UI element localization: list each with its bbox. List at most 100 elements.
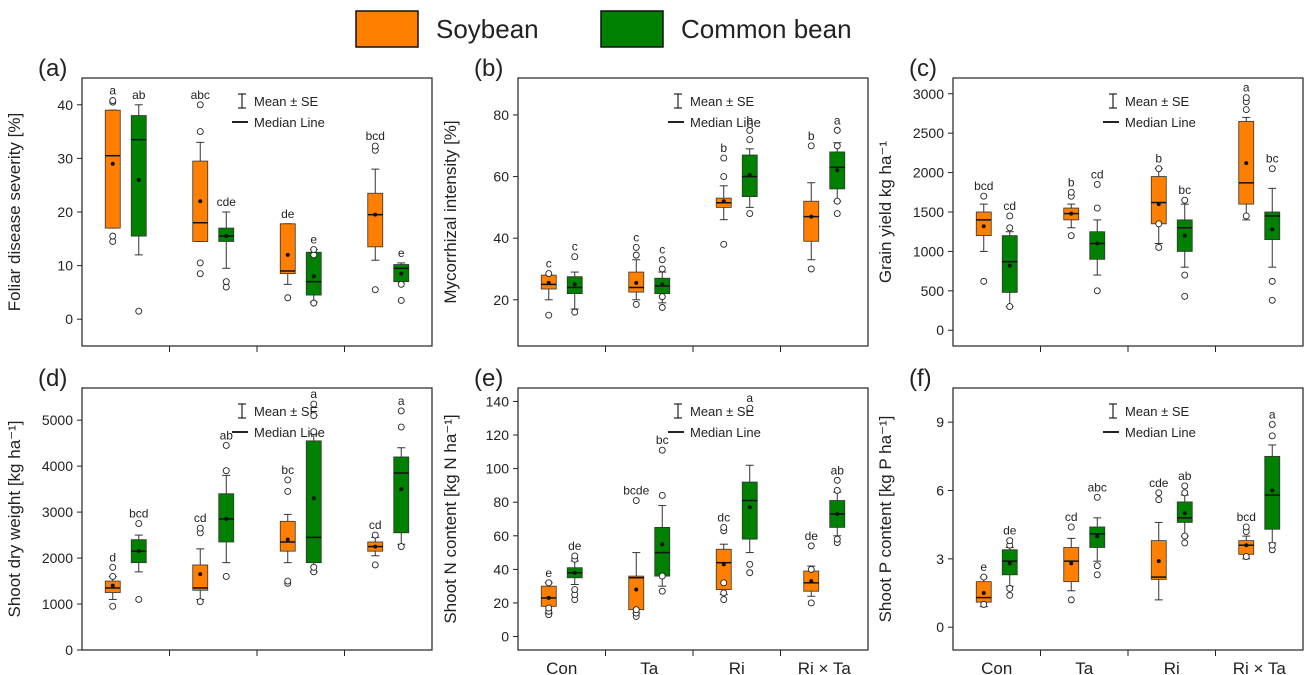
box (305, 251, 322, 296)
box-plot: bcd (129, 507, 148, 603)
significance-letter: cd (1065, 510, 1078, 524)
box (130, 115, 147, 237)
box-plot: e (975, 560, 992, 608)
significance-letter: bcd (1237, 510, 1256, 524)
x-tick-label: Con (546, 659, 577, 675)
data-point (720, 523, 728, 531)
data-point (632, 497, 640, 504)
significance-letter: a (1243, 81, 1250, 95)
data-point (196, 598, 204, 606)
key-median-label: Median Line (254, 115, 325, 130)
significance-letter: bcd (366, 129, 385, 143)
key-median-label: Median Line (254, 425, 325, 440)
significance-letter: bcd (974, 179, 993, 193)
mean-marker (1095, 241, 1100, 246)
key-median-label: Median Line (1125, 425, 1196, 440)
y-tick-label: 4000 (42, 458, 73, 474)
chart-panel: (a) 0 10 20 30 40 Foliar disease severity [%] M… (5, 55, 433, 352)
box (279, 520, 296, 552)
data-point (571, 308, 579, 316)
significance-letter: ab (132, 88, 146, 102)
data-point (371, 142, 379, 150)
box (803, 200, 820, 242)
mean-marker (311, 274, 316, 279)
data-point (397, 296, 405, 304)
data-point (746, 560, 754, 568)
data-point (632, 243, 640, 251)
significance-letter: a (310, 387, 317, 401)
box-plot: cde (1149, 476, 1169, 601)
significance-letter: de (281, 207, 295, 221)
data-point (833, 486, 841, 494)
significance-letter: abc (191, 88, 210, 102)
data-point (109, 602, 117, 610)
data-point (1155, 165, 1163, 173)
box-plot: c (654, 243, 671, 311)
data-point (371, 286, 379, 294)
mean-marker (110, 161, 115, 166)
box-plot: ab (1176, 469, 1193, 547)
significance-letter: c (546, 257, 552, 271)
data-point (1268, 421, 1276, 428)
significance-letter: bcd (129, 507, 148, 521)
box-plot: a (1264, 407, 1281, 554)
y-tick-label: 1500 (913, 204, 944, 220)
mean-marker (634, 280, 639, 285)
box-plot: b (1063, 175, 1080, 240)
chart-panel: (e) 0 20 40 60 80 100 120 140 Shoot N content [kg… (441, 365, 869, 675)
legend-label-soybean: Soybean (436, 14, 539, 44)
data-point (658, 293, 666, 301)
data-point (1181, 271, 1189, 279)
mean-marker (311, 496, 316, 501)
significance-letter: a (109, 84, 116, 98)
mean-marker (546, 595, 551, 600)
data-point (632, 606, 640, 614)
data-point (720, 579, 728, 587)
data-point (1268, 296, 1276, 304)
y-tick-label: 2000 (913, 165, 944, 181)
y-tick-label: 80 (493, 494, 509, 510)
mean-marker (198, 199, 203, 204)
data-point (109, 97, 117, 104)
box-plot: de (1001, 524, 1018, 599)
key-median-label: Median Line (1125, 115, 1196, 130)
mean-marker (1270, 227, 1275, 232)
data-point (1093, 493, 1101, 501)
data-point (196, 259, 204, 267)
y-tick-label: 100 (486, 461, 510, 477)
data-point (746, 136, 754, 144)
y-tick-label: 80 (493, 107, 509, 123)
data-point (1067, 188, 1075, 196)
x-tick-label: Ri × Ta (798, 659, 852, 675)
key-mean-se-label: Mean ± SE (254, 404, 319, 419)
data-point (571, 552, 579, 560)
box-plot: cd (367, 518, 384, 569)
data-point (310, 400, 318, 408)
significance-letter: cd (369, 518, 382, 532)
significance-letter: c (572, 240, 578, 254)
data-point (980, 573, 988, 581)
mean-marker (285, 537, 290, 542)
data-point (1093, 562, 1101, 570)
mean-marker (1244, 543, 1249, 548)
y-tick-label: 60 (493, 169, 509, 185)
data-point (310, 246, 318, 253)
y-tick-label: 20 (493, 595, 509, 611)
data-point (658, 446, 666, 454)
data-point (1093, 571, 1101, 579)
mean-marker (1095, 534, 1100, 539)
mean-marker (1156, 559, 1161, 564)
mean-marker (1270, 488, 1275, 493)
data-point (284, 577, 292, 585)
significance-letter: cd (1003, 199, 1016, 213)
y-tick-label: 140 (486, 393, 510, 409)
mean-marker (981, 591, 986, 596)
box-plot: bc (279, 463, 296, 587)
mean-marker (572, 282, 577, 287)
data-point (833, 197, 841, 205)
mean-marker (1069, 561, 1074, 566)
significance-letter: b (1155, 152, 1162, 166)
significance-letter: ab (1178, 469, 1192, 483)
data-point (746, 569, 754, 577)
box (975, 211, 992, 237)
